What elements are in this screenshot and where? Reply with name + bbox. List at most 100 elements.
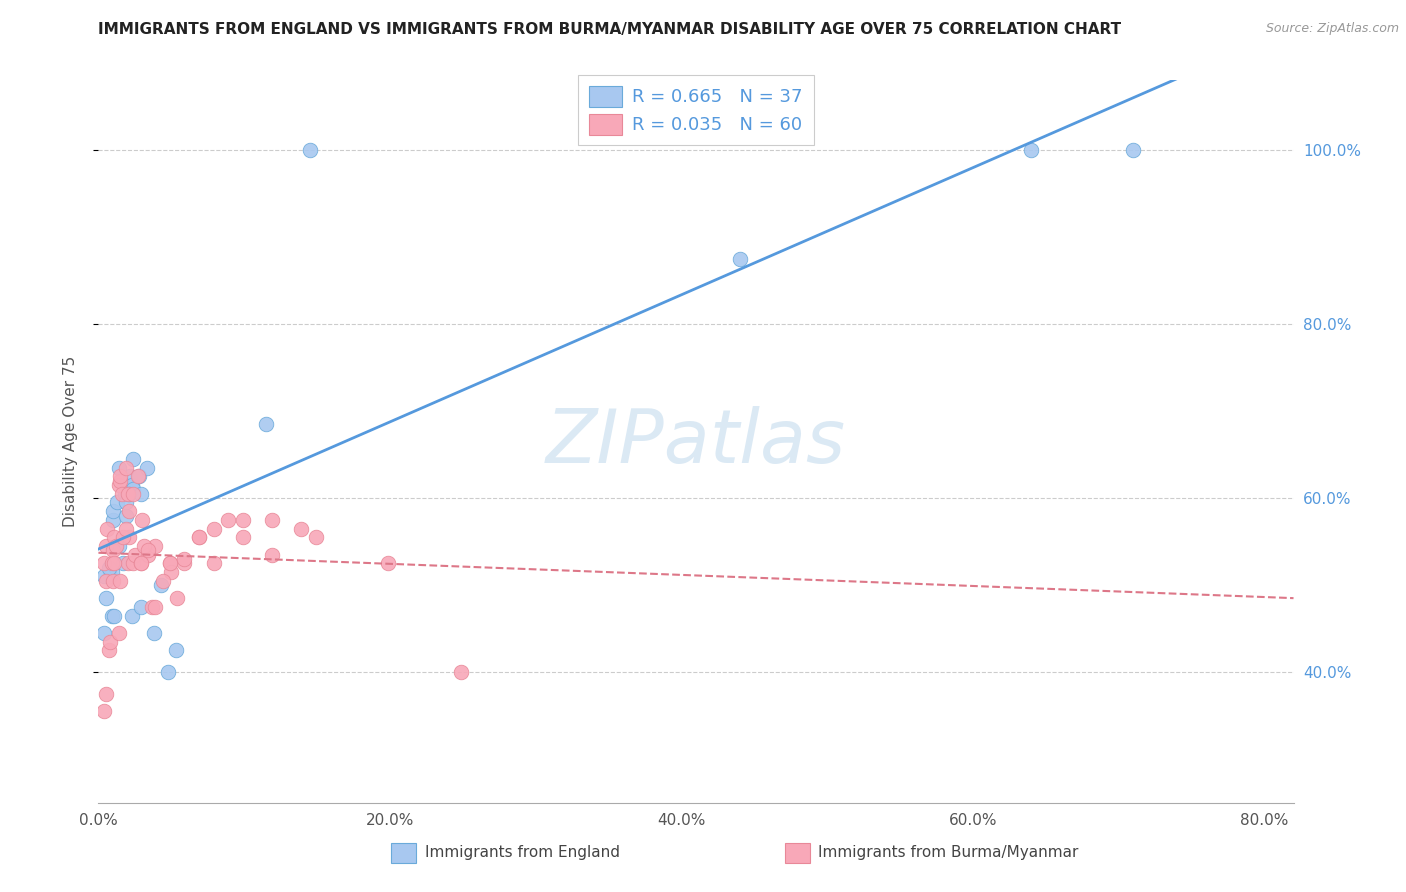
Point	[94, 539, 117, 553]
Point	[108, 626, 131, 640]
Point	[129, 487, 152, 501]
Point	[254, 417, 277, 431]
Text: Immigrants from Burma/Myanmar: Immigrants from Burma/Myanmar	[818, 846, 1078, 860]
Point	[101, 513, 124, 527]
Point	[110, 574, 132, 588]
Y-axis label: Disability Age Over 75: Disability Age Over 75	[63, 356, 77, 527]
Text: Source: ZipAtlas.com: Source: ZipAtlas.com	[1265, 22, 1399, 36]
Point	[111, 487, 134, 501]
Point	[94, 591, 117, 606]
Text: ZIPatlas: ZIPatlas	[546, 406, 846, 477]
Point	[108, 478, 131, 492]
Point	[115, 460, 138, 475]
Point	[118, 530, 141, 544]
Point	[141, 599, 163, 614]
Point	[159, 557, 181, 571]
Point	[290, 522, 312, 536]
Point	[217, 513, 239, 527]
Point	[104, 539, 127, 553]
Point	[121, 478, 143, 492]
Point	[135, 460, 157, 475]
Point	[121, 608, 143, 623]
Point	[120, 469, 142, 483]
Point	[118, 487, 141, 501]
Point	[122, 487, 145, 501]
Point	[152, 574, 174, 588]
Point	[93, 626, 115, 640]
Point	[115, 522, 138, 536]
Point	[131, 513, 153, 527]
Point	[98, 569, 121, 583]
Point	[103, 530, 125, 544]
Point	[93, 569, 115, 583]
Point	[96, 522, 118, 536]
Point	[260, 548, 283, 562]
Point	[118, 504, 141, 518]
Point	[304, 530, 326, 544]
Point	[136, 548, 159, 562]
Point	[127, 469, 149, 483]
Point	[114, 478, 136, 492]
Point	[115, 508, 138, 523]
Point	[165, 643, 187, 657]
Point	[100, 565, 122, 579]
Point	[260, 513, 283, 527]
Point	[728, 252, 751, 266]
Point	[101, 504, 124, 518]
Point	[117, 557, 139, 571]
Point	[115, 495, 138, 509]
Point	[160, 565, 183, 579]
Point	[150, 578, 173, 592]
Point	[94, 687, 117, 701]
Point	[188, 530, 211, 544]
Point	[101, 543, 124, 558]
Point	[101, 574, 124, 588]
Point	[173, 552, 195, 566]
Point	[157, 665, 180, 680]
Point	[122, 557, 145, 571]
Point	[124, 548, 146, 562]
Point	[100, 557, 122, 571]
Point	[143, 599, 166, 614]
Point	[103, 557, 125, 571]
Point	[94, 574, 117, 588]
Point	[93, 705, 115, 719]
Point	[202, 557, 225, 571]
Point	[166, 591, 188, 606]
Point	[110, 474, 132, 488]
Point	[1122, 143, 1144, 157]
Point	[93, 557, 115, 571]
Point	[105, 495, 128, 509]
Point	[97, 561, 120, 575]
Point	[129, 557, 152, 571]
Point	[114, 487, 136, 501]
Text: Immigrants from England: Immigrants from England	[425, 846, 620, 860]
Point	[1019, 143, 1042, 157]
Point	[232, 513, 254, 527]
Point	[108, 460, 131, 475]
Point	[100, 608, 122, 623]
Point	[112, 557, 135, 571]
Point	[377, 557, 399, 571]
Point	[142, 626, 165, 640]
Point	[103, 608, 125, 623]
Text: IMMIGRANTS FROM ENGLAND VS IMMIGRANTS FROM BURMA/MYANMAR DISABILITY AGE OVER 75 : IMMIGRANTS FROM ENGLAND VS IMMIGRANTS FR…	[98, 22, 1122, 37]
Point	[143, 539, 166, 553]
Point	[122, 452, 145, 467]
Point	[108, 539, 131, 553]
Legend: R = 0.665   N = 37, R = 0.035   N = 60: R = 0.665 N = 37, R = 0.035 N = 60	[578, 75, 814, 145]
Point	[232, 530, 254, 544]
Point	[173, 557, 195, 571]
Point	[117, 487, 139, 501]
Point	[129, 557, 152, 571]
Point	[202, 522, 225, 536]
Point	[159, 557, 181, 571]
Point	[132, 539, 155, 553]
Point	[122, 483, 145, 497]
Point	[450, 665, 472, 680]
Point	[298, 143, 321, 157]
Point	[97, 643, 120, 657]
Point	[129, 599, 152, 614]
Point	[110, 469, 132, 483]
Point	[136, 543, 159, 558]
